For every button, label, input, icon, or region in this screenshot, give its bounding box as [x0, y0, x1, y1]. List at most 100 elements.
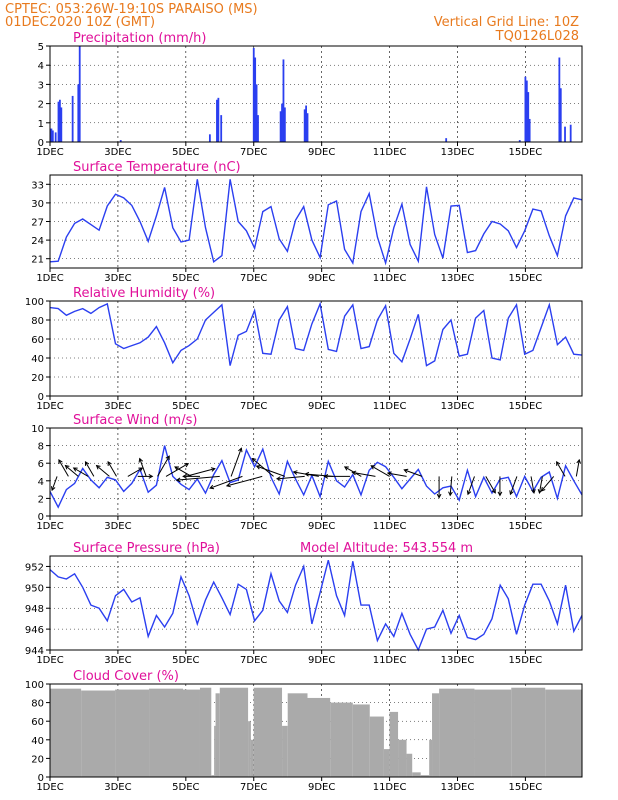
cloud-cover-bar [369, 716, 384, 777]
x-tick-label: 3DEC [104, 273, 131, 284]
panel-5: 944 946 948 950 952 1DEC 3DEC 5DEC 7DEC 9DEC 11DEC… [25, 541, 583, 666]
panel-frame [49, 555, 583, 651]
x-tick-label: 15DEC [509, 655, 543, 666]
x-tick-label: 5DEC [172, 521, 199, 532]
y-tick-label: 0 [38, 512, 44, 523]
x-tick-label: 13DEC [441, 655, 475, 666]
y-tick-label: 24 [31, 236, 44, 247]
y-tick-label: 4 [38, 477, 44, 488]
x-tick-label: 9DEC [308, 655, 335, 666]
wind-arrow-head [138, 457, 144, 463]
wind-arrow [251, 458, 274, 477]
precipitation-bar [281, 103, 283, 142]
wind-arrow [107, 461, 117, 477]
x-tick-label: 9DEC [308, 782, 335, 793]
y-tick-label: 948 [25, 604, 44, 615]
x-tick-label: 15DEC [509, 782, 543, 793]
y-tick-label: 946 [25, 625, 44, 636]
wind-arrow-head [184, 463, 190, 468]
wind-arrow-head [210, 467, 216, 472]
wind-arrow [127, 467, 143, 477]
wind-arrow [256, 465, 286, 477]
cloud-cover-bar [199, 687, 212, 777]
wind-arrow [449, 476, 453, 496]
precipitation-bar [252, 47, 255, 142]
wind-arrow [538, 476, 543, 494]
wind-arrow [209, 475, 243, 489]
cloud-cover-bar [81, 690, 116, 777]
wind-arrow-head [275, 476, 281, 481]
precipitation-bar [283, 107, 286, 142]
y-tick-label: 1 [38, 119, 44, 130]
wind-arrow-head [182, 474, 187, 479]
x-tick-label: 9DEC [308, 273, 335, 284]
cloud-cover-bar [429, 739, 433, 777]
cloud-cover-bar [219, 687, 249, 777]
y-tick-label: 10 [31, 424, 44, 435]
series-line [49, 179, 583, 266]
wind-arrow-head [540, 486, 546, 492]
cloud-cover-bar [115, 689, 150, 777]
series-line [49, 560, 583, 652]
precipitation-bar [54, 132, 57, 142]
wind-arrow-head [255, 465, 261, 470]
wind-arrow [575, 459, 580, 477]
wind-arrow-head [491, 488, 496, 494]
x-tick-label: 3DEC [104, 147, 131, 158]
x-tick-label: 11DEC [373, 273, 407, 284]
panel-title: Surface Temperature (nC) [73, 160, 241, 175]
cloud-cover-bar [287, 693, 308, 777]
y-tick-label: 4 [38, 61, 44, 72]
precipitation-bar [564, 126, 566, 142]
panel-4: 0 2 4 6 8 10 1DEC 3DEC 5DEC 7DEC 9DEC 11DEC 13DEC 15D… [31, 413, 583, 532]
y-tick-label: 100 [25, 680, 44, 691]
cloud-cover-bar [215, 693, 220, 777]
x-tick-label: 5DEC [172, 273, 199, 284]
panel-frame [49, 300, 583, 397]
wind-arrow-head [107, 460, 112, 466]
y-tick-label: 2 [38, 100, 44, 111]
wind-arrow-head [466, 490, 472, 496]
precipitation-bar [254, 57, 257, 142]
wind-arrow-head [436, 493, 442, 499]
cloud-cover-bar [383, 749, 390, 777]
cloud-cover-bar [183, 689, 200, 777]
cloud-cover-bar [474, 689, 512, 777]
y-tick-label: 80 [31, 316, 44, 327]
x-tick-label: 9DEC [308, 521, 335, 532]
x-tick-label: 13DEC [441, 401, 475, 412]
wind-arrow-head [95, 464, 101, 470]
y-tick-label: 2 [38, 494, 44, 505]
x-tick-label: 13DEC [441, 782, 475, 793]
y-tick-label: 8 [38, 442, 44, 453]
x-tick-label: 1DEC [36, 521, 63, 532]
cloud-cover-bar [398, 739, 407, 777]
precipitation-bar [282, 59, 285, 142]
x-tick-label: 1DEC [36, 147, 63, 158]
wind-arrow [556, 461, 566, 477]
wind-arrow-head [175, 477, 181, 483]
y-tick-label: 3 [38, 80, 44, 91]
wind-arrow [96, 465, 110, 477]
precipitation-bar [559, 88, 562, 142]
y-tick-label: 20 [31, 754, 44, 765]
y-tick-label: 6 [38, 459, 44, 470]
precipitation-bar [50, 128, 53, 142]
precipitation-bar [524, 76, 527, 142]
x-tick-label: 5DEC [172, 147, 199, 158]
precipitation-bar [216, 99, 218, 142]
cloud-cover-bar [50, 688, 82, 777]
wind-arrow [185, 468, 215, 477]
wind-arrow [404, 469, 423, 477]
precipitation-bar [59, 99, 61, 142]
x-tick-label: 15DEC [509, 401, 543, 412]
wind-arrow-head [64, 464, 70, 470]
x-tick-label: 5DEC [172, 401, 199, 412]
cloud-cover-bar [250, 739, 254, 777]
x-tick-label: 3DEC [104, 401, 131, 412]
x-tick-label: 1DEC [36, 655, 63, 666]
cloud-cover-bar [253, 687, 283, 777]
precipitation-bar [303, 109, 306, 142]
precipitation-bar [78, 46, 81, 142]
wind-arrow-head [497, 491, 503, 497]
